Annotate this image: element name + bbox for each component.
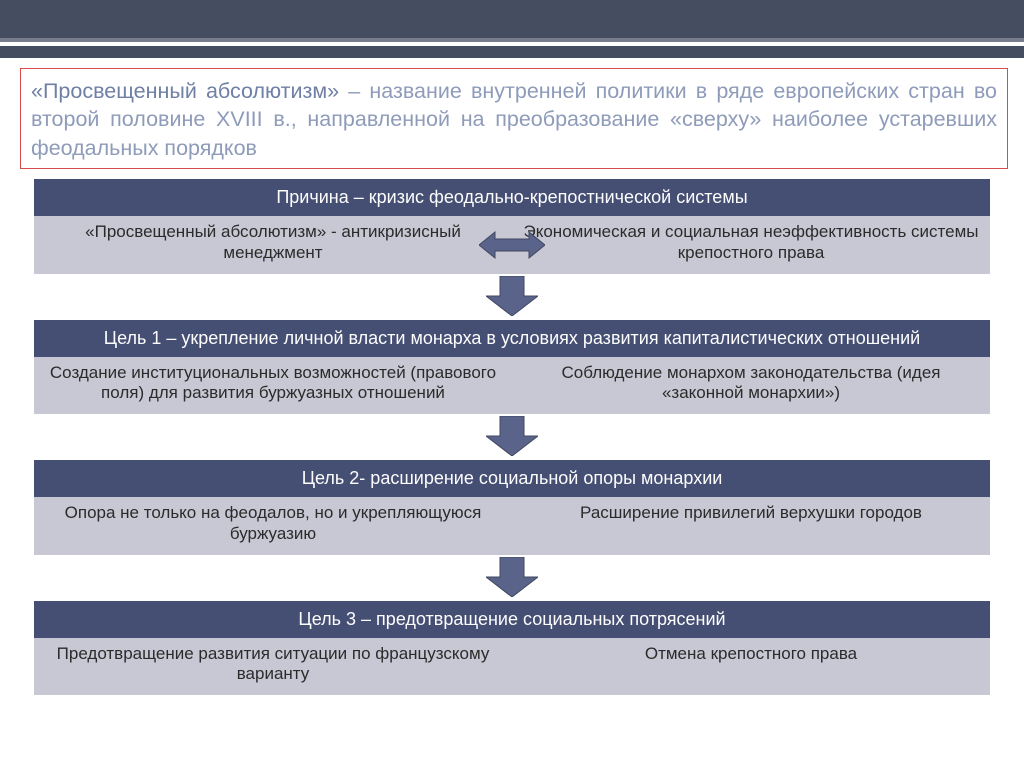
block-header: Цель 1 – укрепление личной власти монарх… [34,320,990,357]
block-goal-2: Цель 2- расширение социальной опоры мона… [34,460,990,554]
block-header: Цель 2- расширение социальной опоры мона… [34,460,990,497]
block-cell-right: Соблюдение монархом законодательства (ид… [512,357,990,414]
block-cell-left: Предотвращение развития ситуации по фран… [34,638,512,695]
title-term: «Просвещенный абсолютизм» [31,79,339,103]
block-header: Причина – кризис феодально-крепостническ… [34,179,990,216]
block-cell-left: «Просвещенный абсолютизм» - антикризисны… [34,216,512,273]
double-arrow-icon [479,230,545,260]
arrow-down-icon [486,416,538,456]
block-cell-right: Экономическая и социальная неэффективнос… [512,216,990,273]
block-row: «Просвещенный абсолютизм» - антикризисны… [34,216,990,273]
title-box: «Просвещенный абсолютизм» – название вну… [20,68,1008,169]
block-cause: Причина – кризис феодально-крепостническ… [34,179,990,273]
flowchart: Причина – кризис феодально-крепостническ… [0,175,1024,695]
block-cell-right: Расширение привилегий верхушки городов [512,497,990,554]
arrow-down-icon [486,276,538,316]
block-goal-3: Цель 3 – предотвращение социальных потря… [34,601,990,695]
block-header: Цель 3 – предотвращение социальных потря… [34,601,990,638]
block-cell-left: Опора не только на феодалов, но и укрепл… [34,497,512,554]
top-bar-upper [0,0,1024,38]
block-row: Опора не только на феодалов, но и укрепл… [34,497,990,554]
block-row: Создание институциональных возможностей … [34,357,990,414]
top-bar-bottom [0,46,1024,58]
top-bar [0,0,1024,58]
block-goal-1: Цель 1 – укрепление личной власти монарх… [34,320,990,414]
block-row: Предотвращение развития ситуации по фран… [34,638,990,695]
block-cell-left: Создание институциональных возможностей … [34,357,512,414]
arrow-down-icon [486,557,538,597]
block-cell-right: Отмена крепостного права [512,638,990,695]
